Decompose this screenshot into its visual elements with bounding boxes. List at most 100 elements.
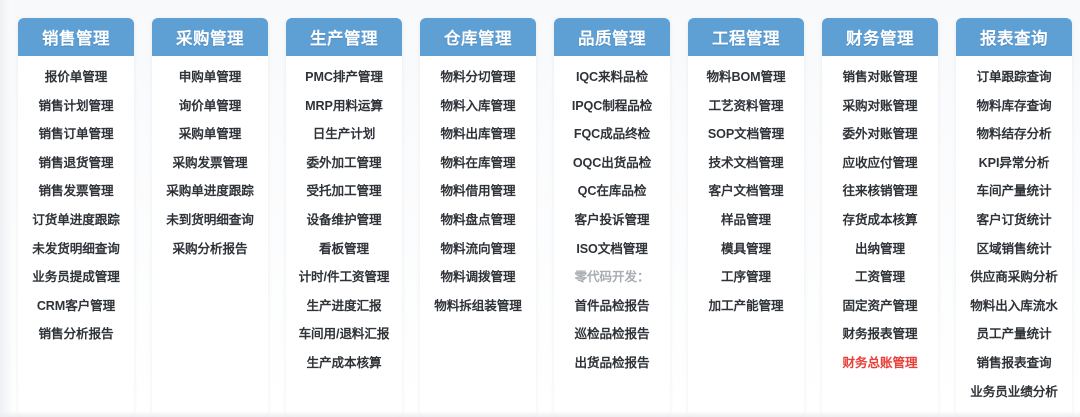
module-item-list: 订单跟踪查询 物料库存查询 物料结存分析 KPI异常分析 车间产量统计 客户订货统计 区域销… (956, 56, 1072, 406)
module-header-1[interactable]: 销售管理 (18, 18, 134, 56)
module-item[interactable]: 固定资产管理 (842, 298, 918, 313)
module-item[interactable]: 工资管理 (855, 270, 905, 285)
module-item[interactable]: FQC成品终检 (573, 127, 651, 142)
module-item[interactable]: ISO文档管理 (576, 241, 648, 256)
module-header-6[interactable]: 工程管理 (688, 18, 804, 56)
module-item[interactable]: 车间用/退料汇报 (298, 327, 390, 342)
module-item[interactable]: 物料在库管理 (440, 155, 516, 170)
module-item[interactable]: MRP用料运算 (305, 98, 383, 113)
module-column-container: 销售管理报价单管理销售计划管理 销售订单管理 销售退货管理 销售发票管理 订货单进度跟踪… (18, 18, 1072, 417)
module-item[interactable]: 销售分析报告 (38, 327, 114, 342)
module-item[interactable]: 业务员业绩分析 (970, 384, 1058, 399)
module-header-2[interactable]: 采购管理 (152, 18, 268, 56)
module-item[interactable]: 物料入库管理 (440, 98, 516, 113)
module-item[interactable]: 物料BOM管理 (706, 70, 786, 84)
module-item[interactable]: 计时/件工资管理 (298, 270, 390, 285)
module-item-list: 申购单管理询价单管理采购单管理采购发票管理 采购单进度跟踪 未到货明细查询 采购分析报… (152, 56, 268, 263)
module-item[interactable]: 未发货明细查询 (32, 241, 120, 256)
module-item[interactable]: CRM客户管理 (36, 298, 116, 313)
module-item[interactable]: 模具管理 (721, 241, 771, 256)
module-item[interactable]: 日生产计划 (312, 127, 376, 142)
module-item[interactable]: 物料调拨管理 (440, 270, 516, 285)
module-item[interactable]: 物料出库管理 (440, 127, 516, 142)
module-item-list: IQC来料品检 IPQC制程品检 FQC成品终检 OQC出货品检 QC在库品检 客户投诉管… (554, 56, 670, 378)
module-item[interactable]: 订货单进度跟踪 (32, 212, 120, 227)
module-item[interactable]: 未到货明细查询 (166, 212, 254, 227)
module-item[interactable]: KPI异常分析 (978, 155, 1050, 170)
module-card: 工程管理物料BOM管理 工艺资料管理 SOP文档管理 技术文档管理 客户文档管理 样品管理… (688, 18, 804, 417)
module-item[interactable]: 生产成本核算 (306, 355, 382, 370)
module-item[interactable]: 工序管理 (721, 270, 771, 285)
module-item[interactable]: 财务报表管理 (842, 327, 918, 342)
module-item[interactable]: OQC出货品检 (572, 155, 652, 170)
module-item[interactable]: 采购发票管理 (172, 155, 248, 170)
module-item[interactable]: 供应商采购分析 (970, 270, 1058, 285)
module-item[interactable]: PMC排产管理 (305, 70, 383, 84)
module-item[interactable]: 委外加工管理 (306, 155, 382, 170)
module-item[interactable]: 客户文档管理 (708, 184, 784, 199)
module-item[interactable]: 巡检品检报告 (574, 327, 650, 342)
module-item[interactable]: QC在库品检 (577, 184, 647, 199)
module-item-list: 销售对账管理 采购对账管理 委外对账管理 应收应付管理 往来核销管理 存货成本核算 出纳管理… (822, 56, 938, 378)
module-item[interactable]: 采购分析报告 (172, 241, 248, 256)
module-item[interactable]: SOP文档管理 (707, 127, 785, 142)
module-header-3[interactable]: 生产管理 (286, 18, 402, 56)
module-item[interactable]: 销售计划管理 (38, 98, 114, 113)
module-item[interactable]: 业务员提成管理 (32, 270, 120, 285)
module-item[interactable]: IQC来料品检 (575, 70, 649, 84)
module-header-4[interactable]: 仓库管理 (420, 18, 536, 56)
module-item[interactable]: 区域销售统计 (976, 241, 1052, 256)
module-item[interactable]: 出纳管理 (855, 241, 905, 256)
module-item[interactable]: 销售对账管理 (842, 70, 918, 84)
module-item[interactable]: 受托加工管理 (306, 184, 382, 199)
module-item[interactable]: 存货成本核算 (842, 212, 918, 227)
module-item[interactable]: 车间产量统计 (976, 184, 1052, 199)
module-card: 财务管理 销售对账管理 采购对账管理 委外对账管理 应收应付管理 往来核销管理 存货成本核算… (822, 18, 938, 417)
module-item[interactable]: 客户订货统计 (976, 212, 1052, 227)
module-item[interactable]: 物料出入库流水 (970, 298, 1058, 313)
module-item[interactable]: 员工产量统计 (976, 327, 1052, 342)
module-item-list: 报价单管理销售计划管理 销售订单管理 销售退货管理 销售发票管理 订货单进度跟踪 未发货明… (18, 56, 134, 349)
module-card: 报表查询订单跟踪查询 物料库存查询 物料结存分析 KPI异常分析 车间产量统计 客户订货统… (956, 18, 1072, 417)
module-item[interactable]: 报价单管理 (44, 70, 108, 84)
module-item[interactable]: 首件品检报告 (574, 298, 650, 313)
module-item[interactable]: 样品管理 (721, 212, 771, 227)
module-card: 仓库管理物料分切管理 物料入库管理 物料出库管理 物料在库管理 物料借用管理 物料盘点管理… (420, 18, 536, 417)
module-item[interactable]: 物料库存查询 (976, 98, 1052, 113)
module-item[interactable]: 应收应付管理 (842, 155, 918, 170)
module-item[interactable]: 物料结存分析 (976, 127, 1052, 142)
module-item[interactable]: 生产进度汇报 (306, 298, 382, 313)
module-item[interactable]: 采购单进度跟踪 (166, 184, 254, 199)
module-item[interactable]: 加工产能管理 (708, 298, 784, 313)
module-item[interactable]: 客户投诉管理 (574, 212, 650, 227)
module-item[interactable]: IPQC制程品检 (571, 98, 653, 113)
module-item[interactable]: 采购单管理 (178, 127, 242, 142)
module-item[interactable]: 销售报表查询 (976, 355, 1052, 370)
module-item[interactable]: 工艺资料管理 (708, 98, 784, 113)
module-item[interactable]: 物料盘点管理 (440, 212, 516, 227)
module-item[interactable]: 物料分切管理 (440, 70, 516, 84)
module-item[interactable]: 采购对账管理 (842, 98, 918, 113)
module-item[interactable]: 物料流向管理 (440, 241, 516, 256)
module-card: 销售管理报价单管理销售计划管理 销售订单管理 销售退货管理 销售发票管理 订货单进度跟踪… (18, 18, 134, 417)
module-item[interactable]: 出货品检报告 (574, 355, 650, 370)
module-item[interactable]: 物料拆组装管理 (434, 298, 522, 313)
module-item[interactable]: 物料借用管理 (440, 184, 516, 199)
module-item[interactable]: 询价单管理 (178, 98, 242, 113)
module-item[interactable]: 财务总账管理 (842, 355, 918, 370)
module-header-7[interactable]: 财务管理 (822, 18, 938, 56)
module-item[interactable]: 销售退货管理 (38, 155, 114, 170)
module-item[interactable]: 申购单管理 (178, 70, 242, 84)
module-header-5[interactable]: 品质管理 (554, 18, 670, 56)
module-card: 品质管理 IQC来料品检 IPQC制程品检 FQC成品终检 OQC出货品检 QC在库品检客… (554, 18, 670, 417)
module-item[interactable]: 设备维护管理 (306, 212, 382, 227)
module-item[interactable]: 技术文档管理 (708, 155, 784, 170)
module-item[interactable]: 销售发票管理 (38, 184, 114, 199)
module-item[interactable]: 委外对账管理 (842, 127, 918, 142)
module-item[interactable]: 看板管理 (319, 241, 369, 256)
module-header-8[interactable]: 报表查询 (956, 18, 1072, 56)
module-item[interactable]: 销售订单管理 (38, 127, 114, 142)
module-card: 生产管理 PMC排产管理 MRP用料运算 日生产计划委外加工管理 受托加工管理 设备维护管… (286, 18, 402, 417)
module-item[interactable]: 订单跟踪查询 (976, 70, 1052, 84)
module-item[interactable]: 往来核销管理 (842, 184, 918, 199)
